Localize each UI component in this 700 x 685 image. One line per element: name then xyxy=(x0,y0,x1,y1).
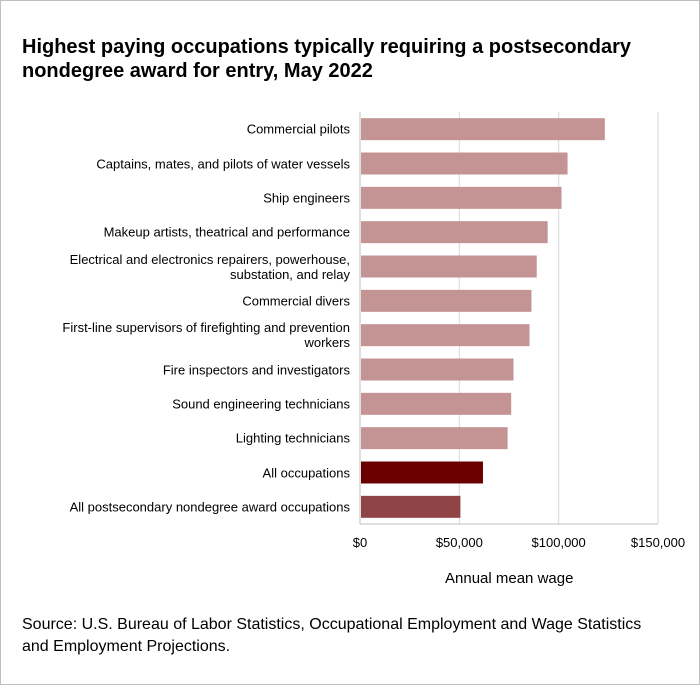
category-label: Commercial pilots xyxy=(246,121,350,137)
bar xyxy=(361,221,548,244)
chart-title: Highest paying occupations typically req… xyxy=(22,36,632,82)
bar xyxy=(361,495,461,518)
category-label: All occupations xyxy=(262,465,350,480)
category-label: First-line supervisors of firefighting a… xyxy=(62,320,350,351)
source-note: Source: U.S. Bureau of Labor Statistics,… xyxy=(22,616,642,655)
category-label: Sound engineering technicians xyxy=(172,396,350,412)
category-label: Electrical and electronics repairers, po… xyxy=(69,251,350,282)
bars xyxy=(361,118,605,518)
bar xyxy=(361,255,537,278)
bar xyxy=(361,461,483,484)
category-label: All postsecondary nondegree award occupa… xyxy=(69,499,350,515)
x-tick-label: $0 xyxy=(352,535,368,550)
bar xyxy=(361,358,514,381)
category-label: Makeup artists, theatrical and performan… xyxy=(103,224,350,240)
x-tick-label: $100,000 xyxy=(531,535,586,550)
x-tick-label: $50,000 xyxy=(435,535,483,550)
category-label: Captains, mates, and pilots of water ves… xyxy=(96,156,350,171)
x-tick-label: $150,000 xyxy=(630,535,686,550)
bar xyxy=(361,118,605,141)
bar xyxy=(361,392,512,415)
x-axis-title: Annual mean wage xyxy=(445,570,574,587)
gridlines xyxy=(359,112,659,525)
bar xyxy=(361,427,508,450)
bar xyxy=(361,152,568,175)
category-label: Lighting technicians xyxy=(235,430,350,446)
category-label: Ship engineers xyxy=(263,190,350,206)
bar xyxy=(361,324,530,347)
category-label: Fire inspectors and investigators xyxy=(162,362,350,377)
bar xyxy=(361,186,562,209)
category-label: Commercial divers xyxy=(242,293,350,309)
bar xyxy=(361,289,532,312)
